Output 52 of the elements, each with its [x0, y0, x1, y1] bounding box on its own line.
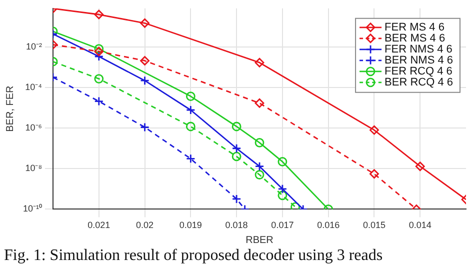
- point: [415, 162, 425, 172]
- y-axis-title: BER, FER: [4, 86, 16, 132]
- x-tick-label: 0.021: [88, 220, 110, 230]
- point: [254, 58, 264, 68]
- point: [94, 46, 104, 56]
- point: [370, 125, 379, 135]
- point: [278, 190, 288, 200]
- x-tick-label: 0.016: [317, 220, 340, 230]
- point: [140, 76, 150, 86]
- x-axis-title: RBER: [246, 234, 274, 246]
- legend-label: BER RCQ 4 6: [384, 76, 454, 88]
- point: [232, 122, 242, 132]
- y-tick-label: 10⁻⁸: [25, 163, 42, 174]
- y-tick-label: 10⁻¹⁰: [22, 204, 42, 214]
- legend-label: FER RCQ 4 6: [384, 65, 452, 78]
- y-tick-label: 10⁻⁶: [25, 122, 42, 133]
- point: [232, 144, 242, 154]
- point: [232, 194, 242, 204]
- point: [278, 184, 288, 194]
- legend-label: BER MS 4 6: [384, 32, 446, 44]
- point: [140, 18, 150, 28]
- legend-label: BER NMS 4 6: [384, 54, 454, 66]
- caption: Fig. 1: Simulation result of proposed decoder using 3 reads: [3, 246, 384, 266]
- point: [254, 170, 264, 180]
- point: [186, 92, 196, 101]
- point: [254, 98, 264, 108]
- x-tick-label: 0.015: [362, 220, 386, 230]
- point: [254, 138, 264, 148]
- point: [186, 154, 196, 164]
- point: [94, 44, 104, 54]
- x-tick-label: 0.02: [136, 220, 154, 230]
- point: [94, 10, 104, 20]
- point: [254, 162, 264, 172]
- point: [140, 56, 150, 66]
- point: [186, 105, 196, 115]
- y-tick-label: 10⁻²: [26, 41, 42, 52]
- x-tick-label: 0.018: [225, 220, 248, 230]
- legend-label: FER NMS 4 6: [384, 43, 452, 56]
- y-tick-label: 10⁻⁴: [25, 82, 42, 92]
- point: [94, 96, 104, 106]
- point: [140, 122, 150, 132]
- legend-label: FER MS 4 6: [384, 21, 444, 34]
- point: [232, 152, 242, 162]
- x-tick-label: 0.014: [408, 220, 432, 230]
- point: [290, 202, 300, 210]
- x-tick-label: 0.019: [179, 220, 202, 230]
- x-tick-label: 0.017: [271, 220, 294, 230]
- point: [370, 169, 379, 179]
- point: [94, 74, 104, 84]
- point: [186, 122, 196, 132]
- point: [278, 157, 288, 166]
- point: [94, 52, 104, 62]
